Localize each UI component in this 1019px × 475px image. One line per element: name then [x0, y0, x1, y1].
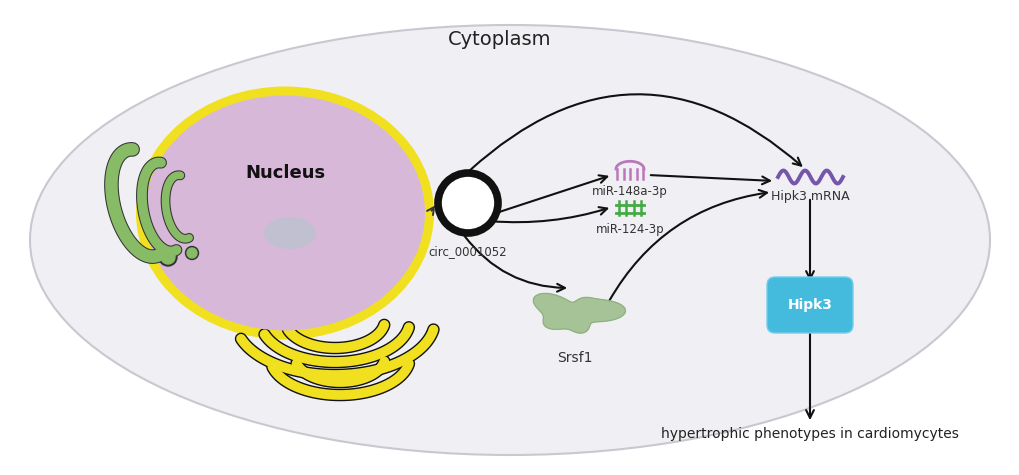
Text: Hipk3 mRNA: Hipk3 mRNA — [770, 190, 849, 203]
Text: Srsf1: Srsf1 — [556, 351, 592, 365]
Text: miR-124-3p: miR-124-3p — [595, 223, 663, 236]
Text: Hipk3: Hipk3 — [787, 298, 832, 312]
Circle shape — [185, 247, 199, 259]
Text: hypertrophic phenotypes in cardiomycytes: hypertrophic phenotypes in cardiomycytes — [660, 427, 958, 441]
Circle shape — [186, 248, 197, 258]
Circle shape — [159, 248, 177, 266]
Circle shape — [161, 250, 175, 264]
Ellipse shape — [136, 86, 433, 340]
Polygon shape — [533, 294, 625, 333]
Ellipse shape — [145, 95, 425, 331]
Ellipse shape — [30, 25, 989, 455]
Text: Nucleus: Nucleus — [245, 164, 325, 182]
Text: circ_0001052: circ_0001052 — [428, 245, 506, 258]
Text: Cytoplasm: Cytoplasm — [447, 30, 551, 49]
Circle shape — [437, 173, 497, 233]
Text: miR-148a-3p: miR-148a-3p — [592, 185, 667, 198]
Ellipse shape — [264, 217, 316, 249]
FancyBboxPatch shape — [766, 277, 852, 333]
